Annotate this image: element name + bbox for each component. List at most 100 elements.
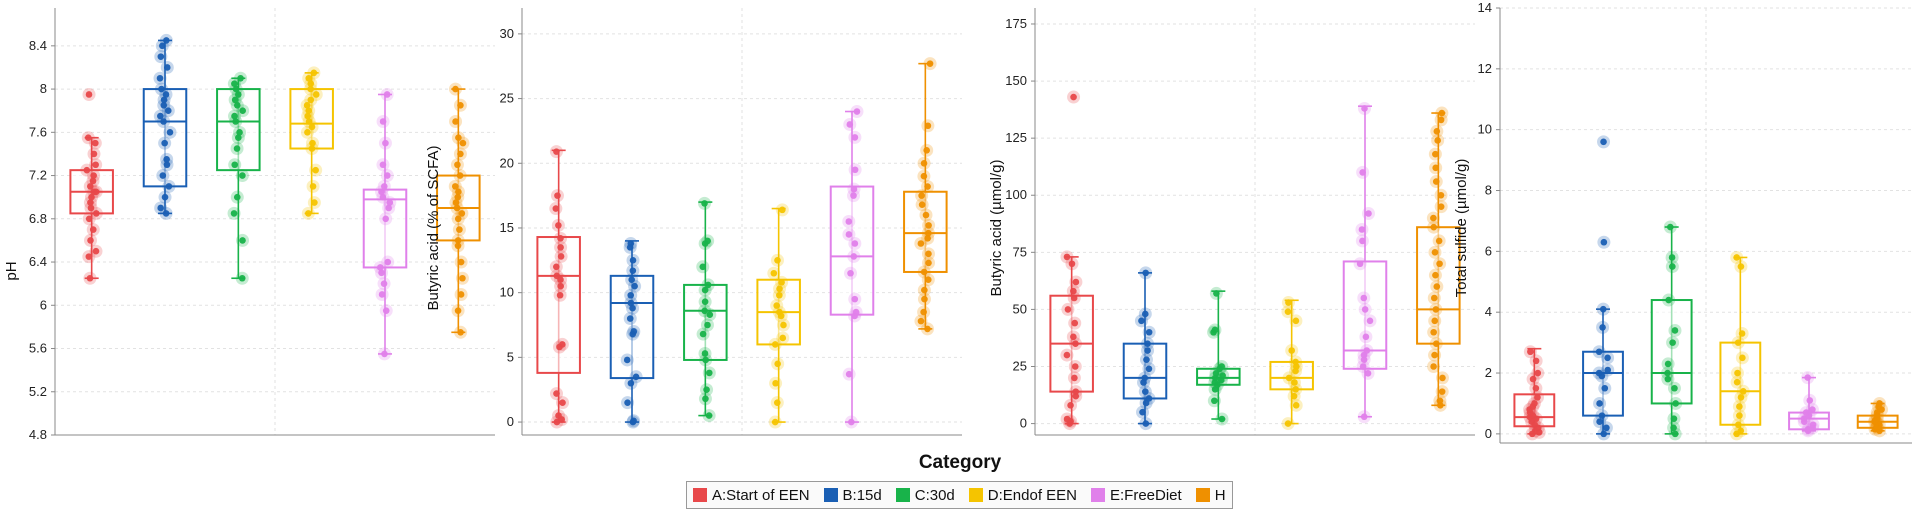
data-point bbox=[920, 172, 928, 180]
data-point bbox=[920, 308, 927, 316]
data-point bbox=[553, 148, 560, 155]
data-point bbox=[92, 247, 100, 255]
data-point bbox=[90, 150, 98, 158]
legend-label-e: E:FreeDiet bbox=[1110, 486, 1182, 504]
data-point bbox=[386, 199, 394, 206]
data-point bbox=[554, 192, 561, 199]
data-point bbox=[307, 80, 315, 87]
y-tick-label: 6 bbox=[1485, 243, 1492, 258]
y-axis-label: Total sulfide (µmol/g) bbox=[1453, 159, 1470, 298]
data-point bbox=[89, 177, 97, 185]
iqr-box bbox=[362, 188, 408, 269]
data-point bbox=[382, 139, 389, 147]
data-point bbox=[232, 85, 240, 93]
data-point bbox=[457, 329, 464, 336]
box-d bbox=[1269, 296, 1314, 431]
y-tick-label: 10 bbox=[500, 285, 514, 300]
data-point bbox=[1145, 328, 1153, 336]
data-point bbox=[86, 183, 94, 190]
legend-item-a: A:Start of EEN bbox=[693, 487, 810, 504]
data-point bbox=[629, 267, 637, 274]
box-a bbox=[69, 87, 114, 285]
data-point bbox=[770, 269, 778, 277]
data-point bbox=[1736, 412, 1743, 419]
data-point bbox=[1070, 333, 1077, 341]
data-point bbox=[921, 295, 928, 303]
legend-swatch-e bbox=[1091, 488, 1105, 502]
data-point bbox=[86, 274, 94, 282]
data-point bbox=[706, 311, 714, 318]
data-point bbox=[160, 118, 167, 125]
data-point bbox=[553, 272, 561, 280]
data-point bbox=[1292, 358, 1299, 366]
y-tick-label: 12 bbox=[1478, 61, 1492, 76]
data-point bbox=[1600, 430, 1608, 438]
chart-panel-4: 0 2 4 6 8 10 12 14 Total sulfide (µmol/g) bbox=[1453, 0, 1912, 444]
data-point bbox=[305, 74, 313, 82]
box-h bbox=[1856, 396, 1899, 438]
legend-swatch-b bbox=[823, 488, 838, 502]
data-point bbox=[555, 412, 562, 419]
data-point bbox=[380, 280, 388, 287]
data-point bbox=[623, 356, 631, 364]
data-point bbox=[88, 193, 95, 201]
data-point bbox=[704, 321, 711, 329]
data-point bbox=[1670, 415, 1678, 422]
data-point bbox=[382, 307, 390, 314]
x-axis-title: Category bbox=[919, 452, 1002, 473]
data-point bbox=[702, 395, 709, 403]
data-point bbox=[307, 85, 314, 93]
data-point bbox=[239, 107, 246, 114]
data-point bbox=[305, 210, 312, 217]
data-point bbox=[559, 341, 566, 348]
data-point bbox=[1436, 397, 1444, 405]
data-point bbox=[1218, 415, 1226, 423]
data-point bbox=[557, 235, 564, 242]
data-point bbox=[305, 118, 313, 125]
data-point bbox=[309, 139, 316, 147]
data-point bbox=[1809, 406, 1816, 413]
box-d bbox=[756, 203, 801, 429]
data-point bbox=[1142, 420, 1150, 427]
data-point bbox=[87, 199, 94, 206]
y-tick-label: 2 bbox=[1485, 365, 1492, 380]
data-point bbox=[1219, 372, 1226, 379]
data-point bbox=[163, 161, 171, 169]
y-tick-label: 7.6 bbox=[29, 124, 47, 139]
data-point bbox=[378, 291, 386, 298]
box-c bbox=[683, 196, 728, 423]
data-point bbox=[1356, 260, 1364, 268]
data-point bbox=[1141, 374, 1149, 382]
data-point bbox=[1212, 370, 1220, 377]
data-point bbox=[1361, 306, 1369, 313]
data-point bbox=[702, 356, 709, 364]
data-point bbox=[1431, 351, 1438, 359]
data-point bbox=[1534, 369, 1542, 377]
iqr-box bbox=[1269, 360, 1314, 391]
data-point bbox=[379, 193, 387, 201]
data-point bbox=[156, 74, 164, 82]
legend-item-e: E:FreeDiet bbox=[1091, 487, 1182, 504]
data-point bbox=[630, 417, 637, 425]
data-point bbox=[1072, 340, 1079, 347]
data-point bbox=[701, 200, 708, 207]
data-point bbox=[1434, 137, 1441, 144]
data-point bbox=[1736, 403, 1743, 410]
data-point bbox=[559, 399, 566, 406]
data-point bbox=[1436, 260, 1443, 268]
data-point bbox=[454, 193, 462, 201]
data-point bbox=[923, 147, 930, 154]
data-point bbox=[309, 183, 317, 190]
data-point bbox=[629, 304, 636, 312]
data-point bbox=[1360, 413, 1368, 421]
chart-panel-2: 0 5 10 15 20 25 30 Butyric acid (% of SCFA) bbox=[425, 8, 962, 436]
data-point bbox=[452, 118, 459, 125]
data-point bbox=[772, 379, 779, 387]
data-point bbox=[1437, 203, 1445, 210]
data-point bbox=[383, 91, 391, 98]
data-point bbox=[89, 226, 97, 233]
data-point bbox=[1360, 356, 1368, 363]
data-point bbox=[1071, 374, 1078, 382]
data-point bbox=[1433, 128, 1441, 135]
data-point bbox=[852, 308, 860, 316]
